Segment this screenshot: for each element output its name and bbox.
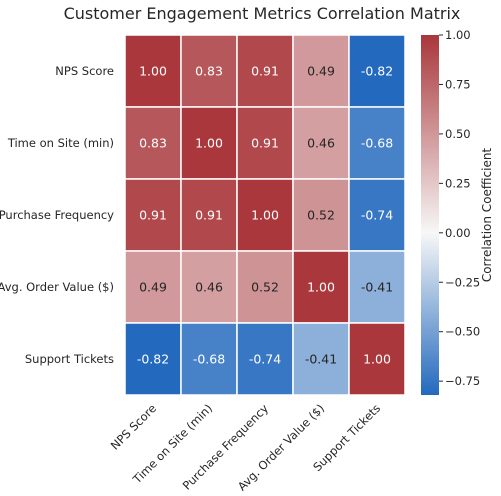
cell-label: 0.91 — [251, 64, 279, 79]
row-label-support-tickets: Support Tickets — [25, 352, 114, 366]
row-labels: NPS Score Time on Site (min) Purchase Freq… — [0, 64, 114, 366]
row-label-avg-order-value: Avg. Order Value ($) — [0, 280, 114, 294]
heatmap-cells: 1.00 0.83 0.91 0.49 -0.82 0.83 1.00 0.91 0.46 -0.… — [124, 34, 406, 396]
heatmap-cell-support-tickets-nps-score — [124, 322, 182, 396]
cell-label: -0.82 — [361, 64, 393, 79]
cell-label: -0.74 — [249, 352, 281, 367]
cell-label: 0.52 — [307, 208, 335, 223]
cell-label: 0.91 — [195, 208, 223, 223]
cell-label: 0.91 — [251, 136, 279, 151]
heatmap-cell-avg-order-value-support-tickets — [348, 250, 406, 324]
cell-label: -0.82 — [137, 352, 169, 367]
cell-label: 0.91 — [139, 208, 167, 223]
cell-label: 0.83 — [195, 64, 223, 79]
cell-label: 1.00 — [307, 280, 335, 295]
heatmap-cell-time-on-site-min-support-tickets — [348, 106, 406, 180]
cell-label: 1.00 — [251, 208, 279, 223]
colorbar-gradient — [421, 35, 439, 395]
colorbar-tick-label: 0.50 — [445, 127, 471, 141]
heatmap-cell-avg-order-value-avg-order-value — [292, 250, 350, 324]
row-label-purchase-frequency: Purchase Frequency — [0, 208, 114, 222]
row-label-time-on-site-min: Time on Site (min) — [7, 136, 114, 150]
heatmap-cell-support-tickets-purchase-frequency — [236, 322, 294, 396]
colorbar-tick-label: 0.25 — [445, 176, 471, 190]
colorbar-tick-label: −0.50 — [445, 325, 480, 339]
colorbar-tick-label: −0.25 — [445, 275, 480, 289]
cell-label: 0.49 — [307, 64, 335, 79]
cell-label: 0.52 — [251, 280, 279, 295]
cell-label: -0.41 — [305, 352, 337, 367]
row-label-nps-score: NPS Score — [55, 64, 114, 78]
cell-label: 0.83 — [139, 136, 167, 151]
cell-label: -0.68 — [193, 352, 225, 367]
heatmap-cell-avg-order-value-nps-score — [124, 250, 182, 324]
cell-label: 0.49 — [139, 280, 167, 295]
chart-title: Customer Engagement Metrics Correlation … — [64, 4, 461, 23]
heatmap-cell-time-on-site-min-nps-score — [124, 106, 182, 180]
cell-label: 0.46 — [307, 136, 335, 151]
colorbar-tick-label: 0.75 — [445, 77, 471, 91]
cell-label: 1.00 — [139, 64, 167, 79]
column-label-nps-score: NPS Score — [108, 401, 159, 452]
cell-label: 0.46 — [195, 280, 223, 295]
colorbar-tick-label: −0.75 — [445, 374, 480, 388]
cell-label: -0.74 — [361, 208, 393, 223]
heatmap-cell-purchase-frequency-avg-order-value — [292, 178, 350, 252]
heatmap-cell-support-tickets-time-on-site-min — [180, 322, 238, 396]
heatmap-cell-support-tickets-support-tickets — [348, 322, 406, 396]
heatmap-cell-purchase-frequency-time-on-site-min — [180, 178, 238, 252]
heatmap-cell-nps-score-time-on-site-min — [180, 34, 238, 108]
colorbar-label: Correlation Coefficient — [480, 148, 494, 283]
heatmap-cell-avg-order-value-time-on-site-min — [180, 250, 238, 324]
colorbar-tick-label: 0.00 — [445, 226, 471, 240]
heatmap-cell-time-on-site-min-purchase-frequency — [236, 106, 294, 180]
colorbar: 1.00 0.75 0.50 0.25 0.00 −0.25 −0.50 −0.75 Corre… — [421, 28, 494, 395]
colorbar-tick-label: 1.00 — [445, 28, 471, 42]
cell-label: -0.68 — [361, 136, 393, 151]
cell-label: 1.00 — [363, 352, 391, 367]
heatmap-cell-avg-order-value-purchase-frequency — [236, 250, 294, 324]
cell-label: 1.00 — [195, 136, 223, 151]
heatmap-cell-nps-score-nps-score — [124, 34, 182, 108]
cell-label: -0.41 — [361, 280, 393, 295]
